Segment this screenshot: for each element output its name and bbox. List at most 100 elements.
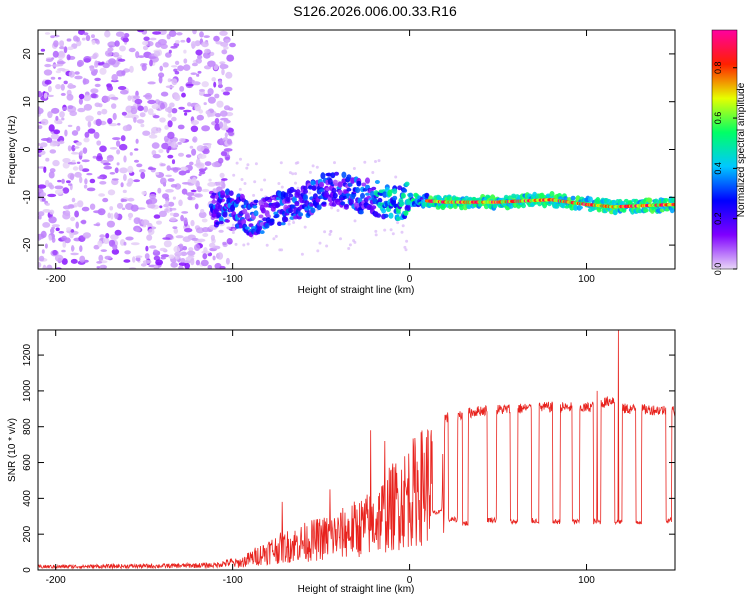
noise-blob: [179, 166, 189, 171]
noise-blob: [140, 172, 146, 179]
noise-blob: [308, 191, 312, 195]
noise-blob: [178, 152, 184, 157]
noise-blob: [182, 236, 191, 243]
noise-blob: [124, 250, 131, 255]
noise-blob: [119, 143, 128, 151]
noise-blob: [121, 70, 126, 76]
noise-blob: [38, 142, 41, 147]
noise-blob: [220, 151, 228, 157]
heatmap-x-axis: -200 -100 0 100: [46, 30, 595, 285]
noise-blob: [148, 134, 158, 139]
noise-blob: [59, 46, 65, 50]
noise-blob: [151, 126, 160, 134]
noise-blob: [119, 167, 128, 174]
noise-blob: [175, 235, 184, 239]
noise-blob: [133, 217, 141, 225]
noise-blob: [53, 129, 61, 135]
noise-blob: [207, 96, 216, 104]
noise-blob: [141, 219, 150, 226]
noise-blob: [160, 177, 167, 185]
noise-blob: [146, 234, 153, 241]
noise-blob: [124, 33, 130, 38]
noise-blob: [196, 114, 204, 121]
x-tick-label: -200: [46, 575, 66, 586]
noise-blob: [75, 221, 79, 229]
signal-blob: [244, 226, 250, 230]
noise-blob: [38, 184, 47, 189]
noise-blob: [61, 258, 68, 265]
noise-blob: [52, 249, 58, 256]
noise-blob: [94, 102, 101, 108]
noise-blob: [246, 242, 250, 246]
signal-blob: [647, 197, 653, 204]
noise-blob: [78, 30, 85, 35]
noise-blob: [189, 145, 194, 149]
noise-blob: [165, 189, 174, 193]
noise-blob: [108, 45, 114, 48]
signal-blob: [225, 219, 230, 223]
noise-blob: [222, 241, 227, 246]
signal-blob: [382, 191, 388, 198]
noise-blob: [191, 237, 199, 241]
noise-blob: [63, 80, 68, 85]
noise-blob: [173, 228, 179, 234]
noise-blob: [66, 93, 74, 101]
noise-blob: [160, 256, 166, 260]
noise-blob: [125, 236, 134, 241]
signal-blob: [573, 204, 579, 211]
noise-blob: [308, 170, 312, 174]
noise-blob: [55, 227, 60, 232]
noise-blob: [66, 38, 72, 42]
signal-blob: [578, 205, 583, 210]
noise-blob: [189, 161, 194, 166]
noise-blob: [132, 256, 136, 263]
noise-blob: [78, 98, 83, 105]
signal-blob: [252, 205, 258, 209]
noise-blob: [162, 62, 169, 68]
noise-blob: [57, 77, 62, 80]
signal-blob: [248, 223, 254, 228]
noise-blob: [178, 170, 187, 176]
noise-blob: [139, 112, 146, 118]
noise-blob: [147, 108, 154, 116]
signal-blob: [288, 193, 294, 198]
noise-blob: [41, 249, 45, 254]
noise-blob: [133, 116, 137, 123]
noise-blob: [48, 124, 55, 132]
noise-blob: [186, 37, 191, 43]
signal-blob: [296, 215, 302, 220]
noise-blob: [109, 206, 114, 211]
noise-blob: [207, 88, 214, 96]
signal-blob: [280, 222, 286, 226]
noise-blob: [120, 182, 124, 188]
signal-blob: [325, 187, 331, 191]
noise-blob: [197, 186, 202, 193]
noise-blob: [106, 154, 114, 162]
noise-blob: [374, 233, 378, 237]
noise-blob: [280, 185, 284, 189]
noise-blob: [197, 238, 206, 242]
noise-blob: [99, 234, 106, 238]
noise-blob: [152, 115, 160, 119]
noise-blob: [151, 103, 160, 110]
noise-blob: [149, 59, 153, 67]
noise-blob: [49, 149, 57, 154]
signal-blob: [587, 196, 593, 203]
noise-blob: [194, 244, 201, 251]
noise-blob: [66, 54, 71, 61]
noise-blob: [219, 137, 223, 146]
noise-blob: [172, 212, 180, 218]
noise-blob: [141, 191, 147, 195]
signal-blob: [392, 195, 398, 201]
noise-blob: [111, 74, 118, 81]
noise-blob: [91, 34, 95, 39]
noise-blob: [274, 234, 278, 238]
noise-blob: [159, 210, 167, 217]
noise-blob: [62, 241, 67, 248]
noise-blob: [149, 193, 157, 199]
noise-blob: [218, 79, 223, 86]
noise-blob: [234, 242, 238, 246]
noise-blob: [38, 125, 43, 130]
noise-blob: [245, 166, 249, 170]
noise-blob: [71, 244, 75, 252]
